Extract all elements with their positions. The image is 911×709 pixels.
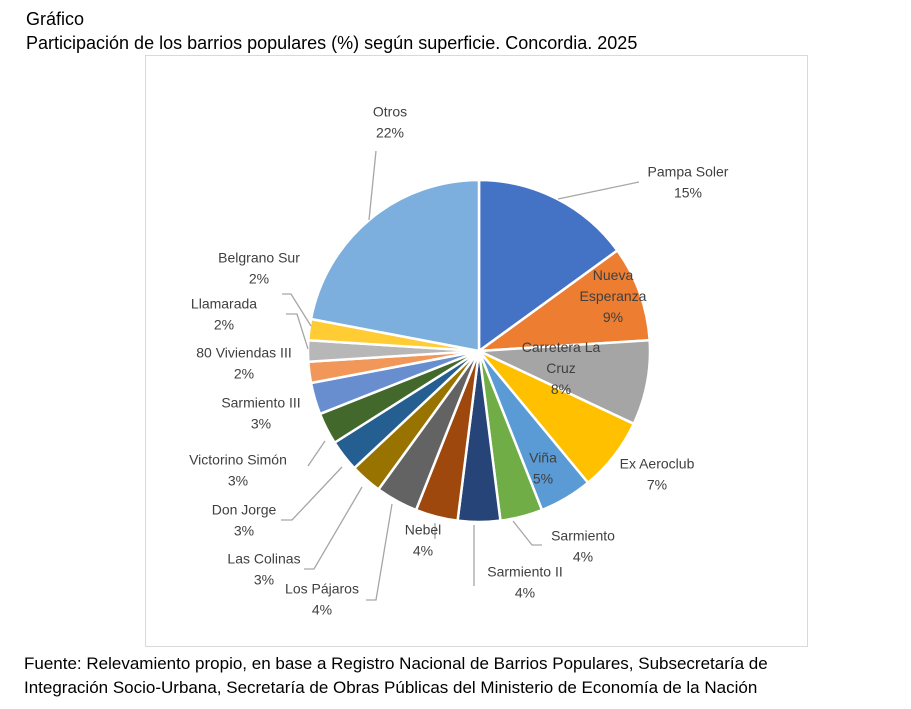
leader-line-llamarada (286, 313, 309, 350)
slice-nueva-esperanza (477, 249, 651, 353)
data-label-llamarada: Llamarada 2% (191, 296, 257, 333)
data-label-ex-aeroclub: Ex Aeroclub 7% (620, 456, 695, 493)
data-label-sarmiento: Sarmiento 4% (551, 528, 615, 565)
data-label-nebel: Nebel 4% (405, 522, 442, 559)
leader-line-otros (368, 150, 377, 221)
leader-line-los-pajaros (366, 503, 393, 601)
data-label-victorino-simon: Victorino Simón 3% (189, 452, 287, 489)
chart-title: Participación de los barrios populares (… (26, 33, 638, 53)
data-label-nueva-esperanza: Nueva Esperanza 9% (580, 267, 647, 325)
data-labels: Pampa Soler 15% Nueva Esperanza 9% Carretera … (189, 104, 729, 618)
leader-line-belgrano-sur (282, 293, 312, 327)
data-label-pampa-soler: Pampa Soler 15% (648, 164, 729, 201)
pie-chart: Pampa Soler 15% Nueva Esperanza 9% Carretera … (189, 104, 729, 618)
leader-line-pampa-soler (557, 181, 640, 200)
source-note-line-1: Fuente: Relevamiento propio, en base a R… (24, 654, 768, 673)
chart-label: Gráfico (26, 9, 85, 29)
data-label-carretera-la-cruz: Carretera La Cruz 8% (522, 339, 601, 397)
data-label-sarmiento-iii: Sarmiento III 3% (221, 395, 300, 432)
data-label-los-pajaros: Los Pájaros 4% (285, 581, 359, 618)
data-label-las-colinas: Las Colinas 3% (227, 551, 300, 588)
slice-otros (309, 178, 481, 353)
leader-lines (281, 150, 640, 601)
leader-line-sarmiento (512, 520, 542, 546)
chart-area: Pampa Soler 15% Nueva Esperanza 9% Carretera … (145, 55, 808, 647)
source-note-line-2: Integración Socio-Urbana, Secretaría de … (24, 678, 758, 697)
data-label-sarmiento-ii: Sarmiento II 4% (487, 564, 562, 601)
slice-pampa-soler (477, 178, 619, 353)
leader-line-victorino-simon (307, 440, 326, 467)
data-label-belgrano-sur: Belgrano Sur 2% (218, 250, 300, 287)
data-label-vina: Viña 5% (529, 450, 557, 487)
leader-line-don-jorge (281, 466, 343, 521)
leader-line-las-colinas (304, 486, 363, 570)
pie-slices (306, 178, 652, 524)
data-label-otros: Otros 22% (373, 104, 407, 141)
data-label-80-viviendas-iii: 80 Viviendas III 2% (196, 345, 291, 382)
data-label-don-jorge: Don Jorge 3% (212, 502, 277, 539)
